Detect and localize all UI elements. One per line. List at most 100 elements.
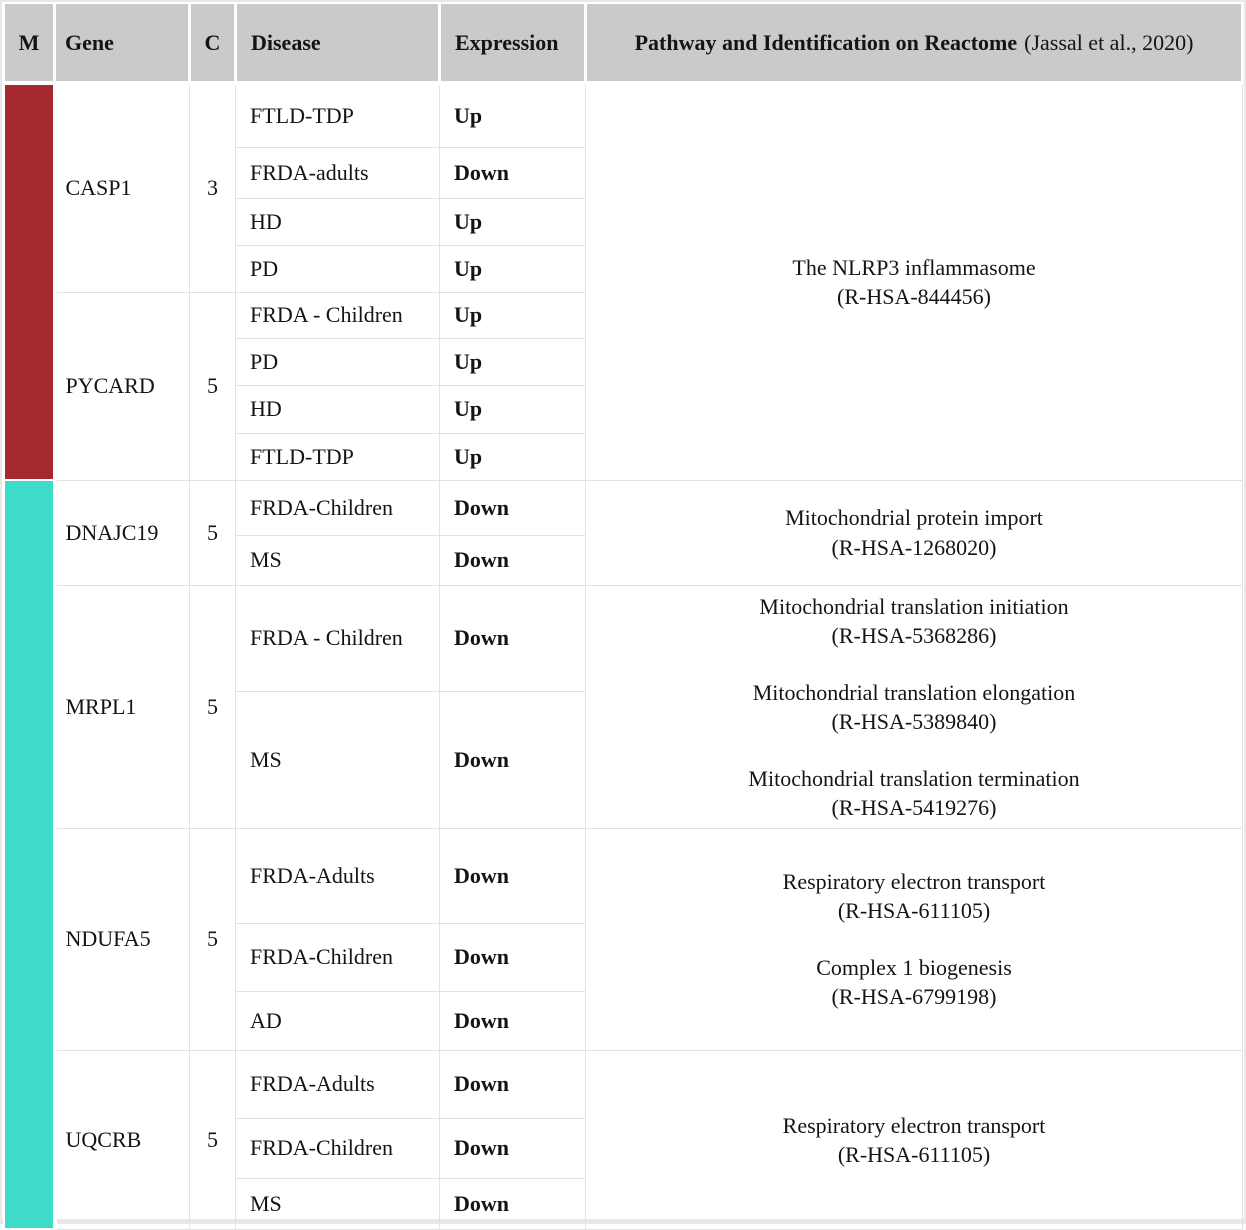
table-row: MRPL1 5 FRDA - Children Down Mitochondri… xyxy=(4,584,1243,829)
header-pathway-title: Pathway and Identification on Reactome xyxy=(634,29,1018,55)
disease-cell: FRDA-Children xyxy=(235,479,440,536)
count-cell-dnajc19: 5 xyxy=(189,479,236,586)
gene-cell-uqcrb: UQCRB xyxy=(54,1049,190,1230)
disease-cell: MS xyxy=(235,534,440,586)
table-row: MS Down xyxy=(4,534,1243,586)
table-row: NDUFA5 5 FRDA-Adults Down Respiratory el… xyxy=(4,827,1243,1051)
gene-cell-mrpl1: MRPL1 xyxy=(54,584,190,829)
disease-cell: FTLD-TDP xyxy=(235,432,440,481)
pathway-entry: Complex 1 biogenesis (R-HSA-6799198) xyxy=(594,953,1234,1011)
gene-cell-casp1: CASP1 xyxy=(54,82,190,293)
pathway-entry: Mitochondrial protein import (R-HSA-1268… xyxy=(594,503,1234,561)
expression-cell: Down xyxy=(439,146,586,199)
gene-cell-ndufa5: NDUFA5 xyxy=(54,827,190,1051)
expression-cell: Up xyxy=(439,82,586,148)
pathway-cell-mrpl1: Mitochondrial translation initiation (R-… xyxy=(585,584,1243,829)
pathway-cell-dnajc19: Mitochondrial protein import (R-HSA-1268… xyxy=(585,479,1243,586)
pathway-name: Respiratory electron transport xyxy=(782,869,1046,895)
expression-cell: Down xyxy=(439,584,586,693)
disease-cell: FRDA-Children xyxy=(235,922,440,992)
pathway-cell-module1: The NLRP3 inflammasome (R-HSA-844456) xyxy=(585,82,1243,481)
header-row: M Gene C Disease Expression Pathway and … xyxy=(2,2,1244,85)
pathway-name: Mitochondrial translation initiation xyxy=(759,593,1069,619)
pathway-name: Complex 1 biogenesis xyxy=(816,955,1012,981)
header-pathway: Pathway and Identification on Reactome (J… xyxy=(584,2,1244,85)
disease-cell: PD xyxy=(235,244,440,293)
table-row: MS Down xyxy=(4,1177,1243,1230)
pathway-entry: Mitochondrial translation initiation (R-… xyxy=(594,592,1234,650)
pathway-id: (R-HSA-844456) xyxy=(837,284,991,310)
expression-cell: Up xyxy=(439,337,586,386)
pathway-entry: Respiratory electron transport (R-HSA-61… xyxy=(594,867,1234,925)
module-1-bar xyxy=(2,82,57,481)
table-row: FRDA-Children Down xyxy=(4,922,1243,992)
disease-cell: FRDA-adults xyxy=(235,146,440,199)
expression-cell: Down xyxy=(439,1049,586,1119)
pathway-name: Mitochondrial translation termination xyxy=(748,765,1080,791)
table-row: AD Down xyxy=(4,990,1243,1051)
expression-cell: Down xyxy=(439,1117,586,1179)
pathway-name: Respiratory electron transport xyxy=(782,1112,1046,1138)
header-gene: Gene xyxy=(53,2,191,85)
table-row: MS Down xyxy=(4,691,1243,829)
expression-cell: Down xyxy=(439,827,586,924)
expression-cell: Down xyxy=(439,1177,586,1230)
pathway-id: (R-HSA-5368286) xyxy=(831,622,997,648)
disease-cell: FTLD-TDP xyxy=(235,82,440,148)
table-row: FRDA-adults Down xyxy=(4,146,1243,199)
pathway-name: Mitochondrial translation elongation xyxy=(752,679,1076,705)
module-2-bar xyxy=(2,478,57,1230)
table-row: CASP1 3 FTLD-TDP Up The NLRP3 inflammaso… xyxy=(2,82,1243,481)
expression-cell: Down xyxy=(439,479,586,536)
expression-cell: Down xyxy=(439,922,586,992)
disease-cell: MS xyxy=(235,691,440,829)
pathway-id: (R-HSA-1268020) xyxy=(831,534,997,560)
expression-cell: Down xyxy=(439,990,586,1051)
pathway-id: (R-HSA-5389840) xyxy=(831,708,997,734)
table-row: UQCRB 5 FRDA-Adults Down Respiratory ele… xyxy=(4,1049,1243,1230)
pathway-id: (R-HSA-5419276) xyxy=(831,794,997,820)
disease-cell: FRDA - Children xyxy=(235,291,440,339)
disease-cell: FRDA-Adults xyxy=(235,1049,440,1119)
expression-cell: Up xyxy=(439,291,586,339)
table-row: FTLD-TDP Up xyxy=(4,432,1243,481)
pathway-cell-uqcrb: Respiratory electron transport (R-HSA-61… xyxy=(585,1049,1243,1230)
count-cell-ndufa5: 5 xyxy=(189,827,236,1051)
count-cell-pycard: 5 xyxy=(189,291,236,481)
disease-cell: HD xyxy=(235,384,440,434)
expression-cell: Down xyxy=(439,534,586,586)
header-expression: Expression xyxy=(438,2,587,85)
header-c: C xyxy=(188,2,237,85)
header-m: M xyxy=(2,2,56,85)
disease-cell: FRDA - Children xyxy=(235,584,440,693)
count-cell-mrpl1: 5 xyxy=(189,584,236,829)
expression-cell: Up xyxy=(439,432,586,481)
pathway-entry: Respiratory electron transport (R-HSA-61… xyxy=(594,1111,1234,1169)
table-row: PD Up xyxy=(4,337,1243,386)
pathway-cell-ndufa5: Respiratory electron transport (R-HSA-61… xyxy=(585,827,1243,1051)
pathway-id: (R-HSA-6799198) xyxy=(831,984,997,1010)
pathway-id: (R-HSA-611105) xyxy=(837,1141,991,1167)
disease-cell: FRDA-Adults xyxy=(235,827,440,924)
expression-cell: Up xyxy=(439,244,586,293)
pathway-id: (R-HSA-611105) xyxy=(837,898,991,924)
header-pathway-citation: (Jassal et al., 2020) xyxy=(1024,29,1194,55)
disease-cell: FRDA-Children xyxy=(235,1117,440,1179)
pathway-entry: Mitochondrial translation elongation (R-… xyxy=(594,678,1234,736)
pathway-name: The NLRP3 inflammasome xyxy=(792,255,1036,281)
table-row: DNAJC19 5 FRDA-Children Down Mitochondri… xyxy=(2,478,1243,1230)
table-row: FRDA-Children Down xyxy=(4,1117,1243,1179)
table-row: HD Up xyxy=(4,384,1243,434)
pathway-entry: Mitochondrial translation termination (R… xyxy=(594,764,1234,822)
disease-cell: MS xyxy=(235,1177,440,1230)
disease-cell: HD xyxy=(235,197,440,246)
table-row: PYCARD 5 FRDA - Children Up xyxy=(4,291,1243,481)
expression-cell: Up xyxy=(439,384,586,434)
expression-cell: Down xyxy=(439,691,586,829)
header-disease: Disease xyxy=(234,2,441,85)
disease-cell: PD xyxy=(235,337,440,386)
expression-cell: Up xyxy=(439,197,586,246)
gene-cell-dnajc19: DNAJC19 xyxy=(54,479,190,586)
